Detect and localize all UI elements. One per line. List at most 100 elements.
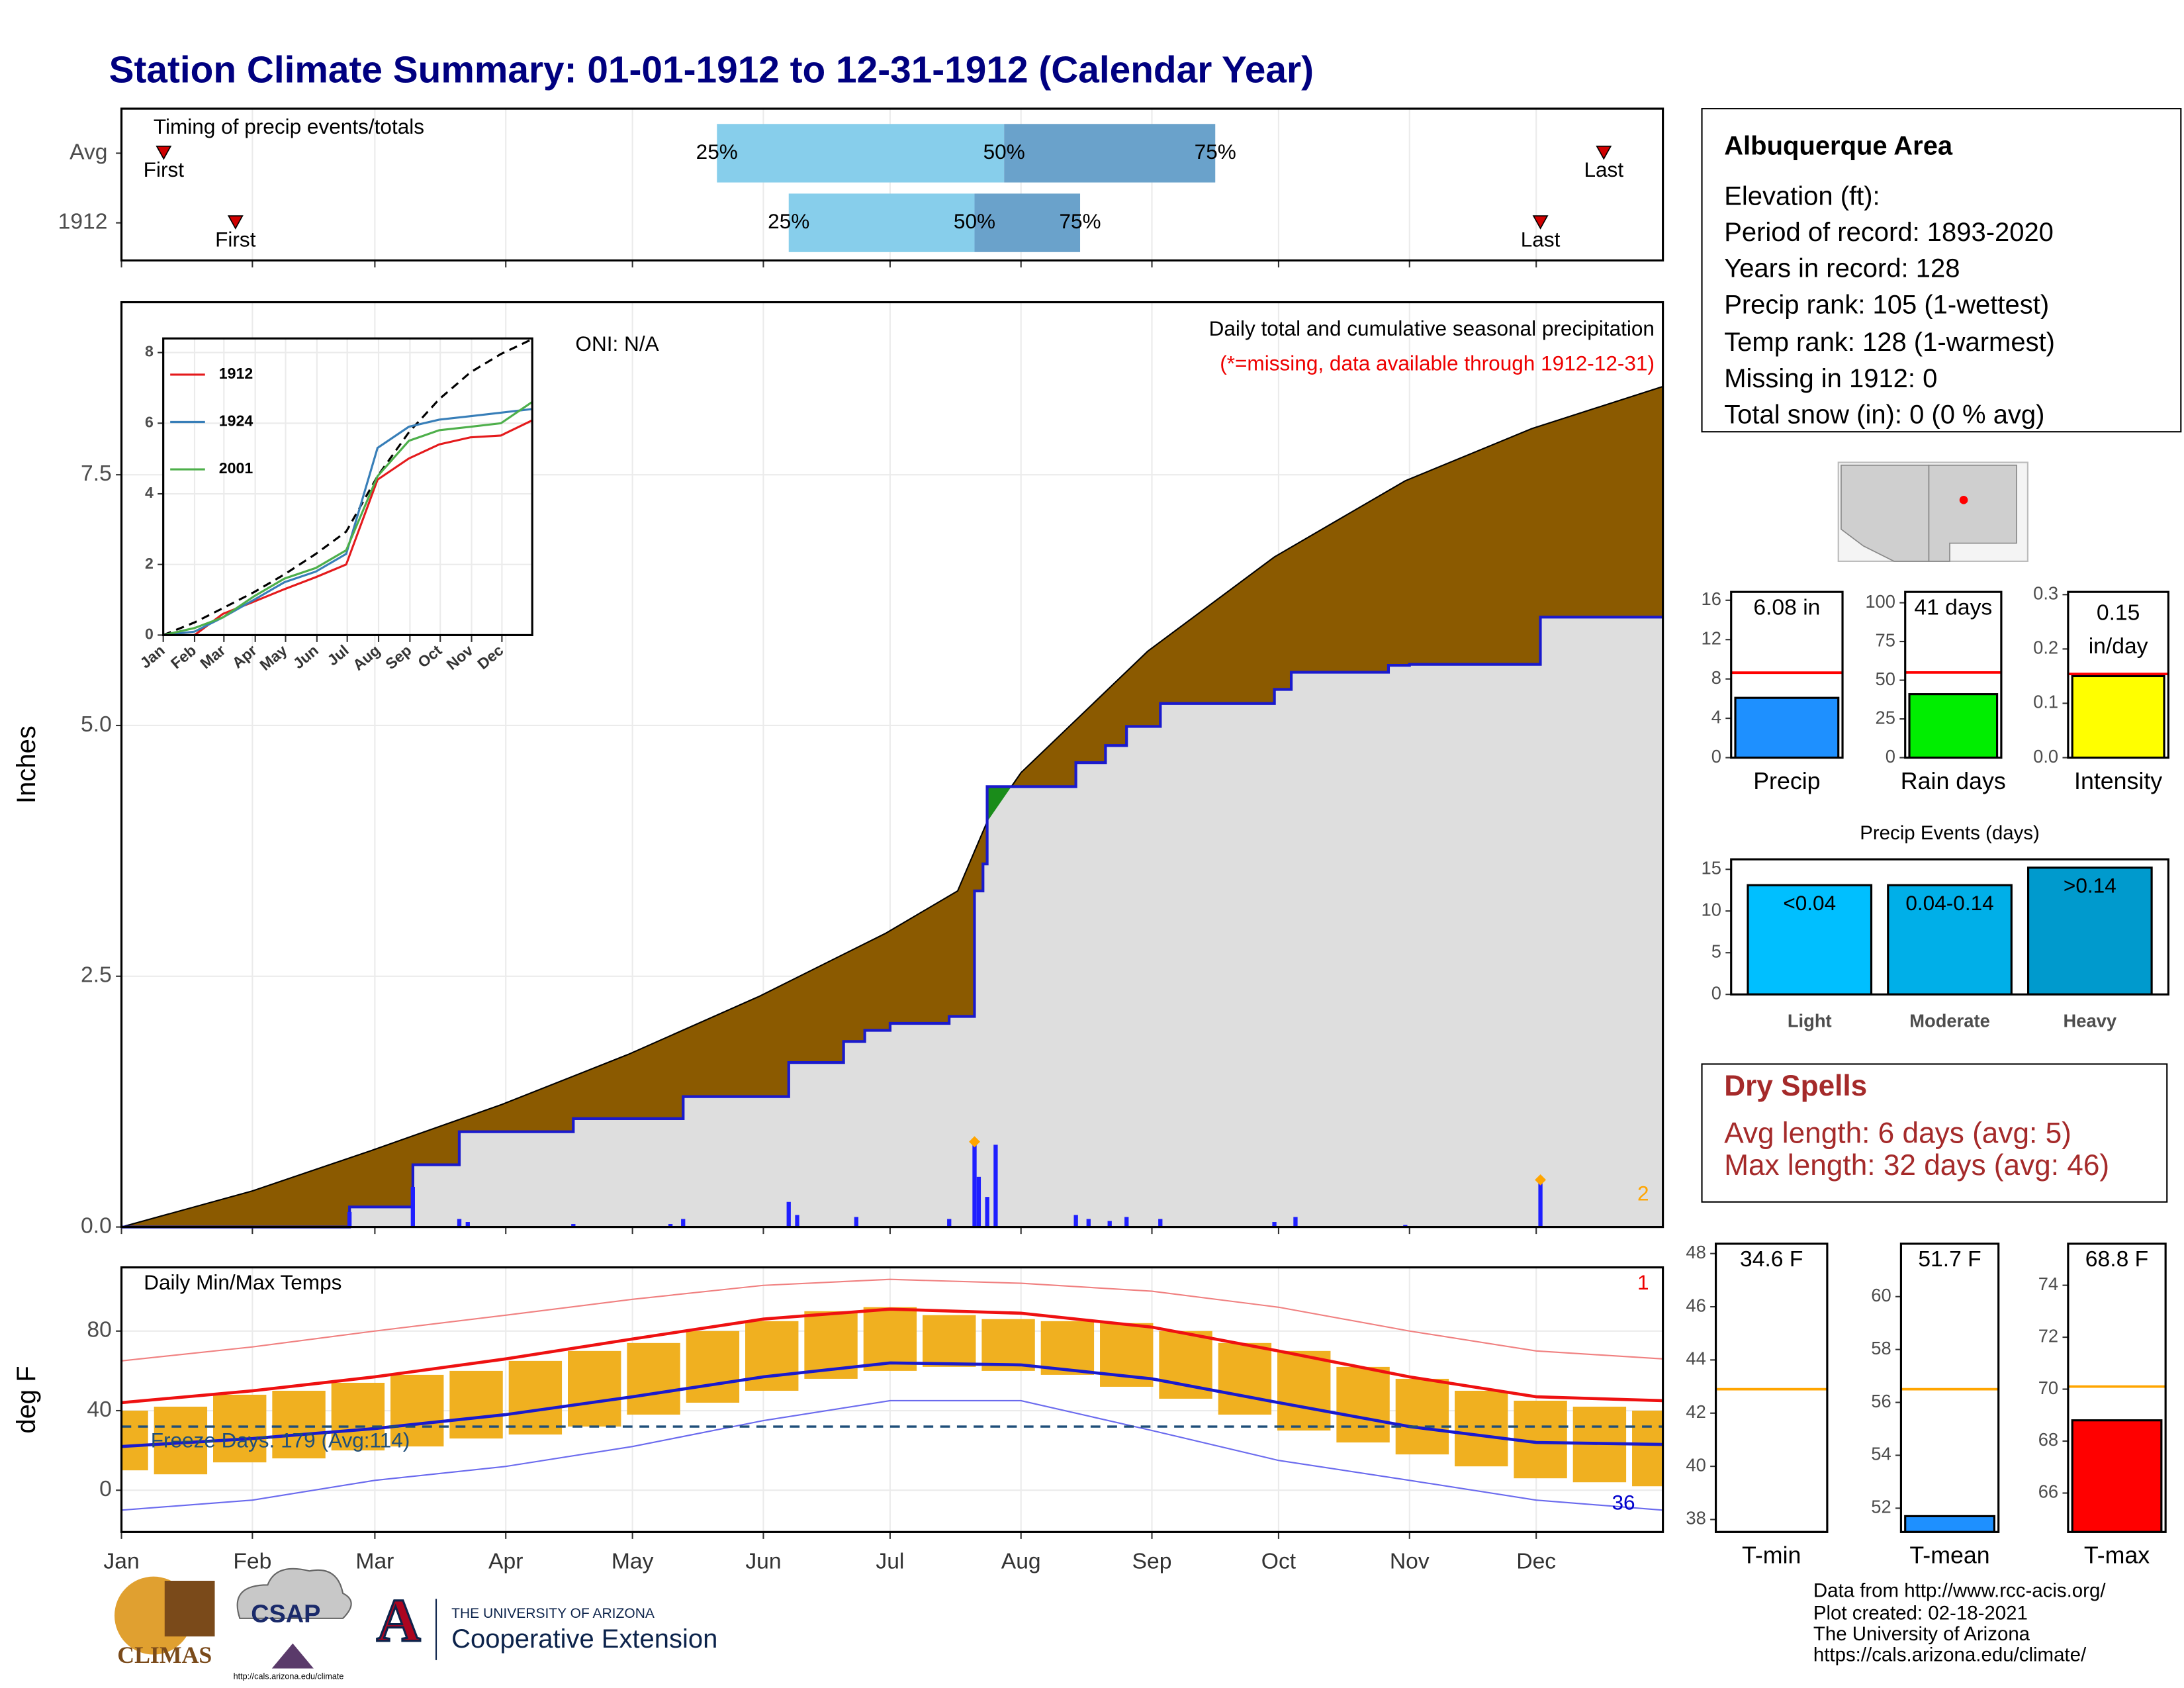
- daily-precip-bar: [410, 1186, 415, 1227]
- y-tick-label: 4: [145, 484, 154, 501]
- panel-border: [1904, 590, 2003, 759]
- quantile-label: 25%: [768, 209, 809, 233]
- y-axis-label: deg F: [12, 1366, 41, 1433]
- footer-line: The University of Arizona: [1813, 1623, 2030, 1645]
- legend-label: 1912: [219, 365, 253, 382]
- daily-precip-bar: [1272, 1222, 1277, 1227]
- event-marker: [1596, 146, 1612, 160]
- unit-label: in/day: [2089, 634, 2148, 659]
- quantile-label: 50%: [983, 140, 1025, 164]
- extension-text: Cooperative Extension: [451, 1624, 717, 1654]
- daily-temp-bar: [1455, 1390, 1508, 1467]
- daily-precip-bar: [465, 1222, 470, 1227]
- climas-emblem-block: [164, 1580, 215, 1637]
- csap-cloud: [236, 1568, 352, 1619]
- y-tick-label: 58: [1871, 1338, 1891, 1358]
- daily-temp-bar: [745, 1321, 799, 1391]
- daily-temp-bar: [390, 1374, 444, 1447]
- quantile-label: 75%: [1195, 140, 1236, 164]
- panel-title: Precip Events (days): [1860, 822, 2040, 844]
- y-tick-label: 4: [1711, 706, 1721, 727]
- y-tick-label: 5.0: [81, 712, 112, 737]
- quantile-bar: [788, 193, 975, 252]
- panel-border: [120, 1266, 1664, 1533]
- panel-border: [120, 107, 1664, 262]
- y-tick-label: 2: [145, 555, 154, 572]
- y-tick-label: 16: [1702, 588, 1721, 609]
- ua-logo: A: [377, 1587, 421, 1655]
- daily-temp-bar: [981, 1319, 1035, 1371]
- daily-precip-bar: [1124, 1217, 1129, 1227]
- info-line: Temp rank: 128 (1-warmest): [1724, 328, 2055, 357]
- y-tick-label: 80: [87, 1318, 111, 1342]
- y-tick-label: 48: [1686, 1242, 1706, 1262]
- quantile-bar: [717, 124, 1005, 183]
- bar: [2071, 675, 2165, 758]
- daily-temp-bar: [1632, 1411, 1663, 1487]
- y-tick-label: 2.5: [81, 963, 112, 988]
- x-tick-label: Oct: [1261, 1550, 1297, 1574]
- panel-title: Daily total and cumulative seasonal prec…: [1209, 316, 1655, 340]
- x-tick-label: Jul: [876, 1550, 904, 1574]
- panel-subtitle: (*=missing, data available through 1912-…: [1220, 352, 1655, 375]
- record-min-line: [121, 1399, 1663, 1511]
- y-tick-label: 15: [1702, 857, 1721, 878]
- y-tick-label: 40: [87, 1397, 111, 1422]
- category-label: T-mean: [1909, 1542, 1989, 1569]
- event-label: Last: [1584, 158, 1623, 181]
- category-label: T-max: [2084, 1542, 2150, 1569]
- daily-precip-bar: [972, 1145, 977, 1227]
- series-line: [163, 400, 533, 635]
- info-line: Missing in 1912: 0: [1724, 364, 1937, 393]
- y-tick-label: 56: [1871, 1391, 1891, 1411]
- daily-temp-bar: [1277, 1350, 1331, 1431]
- panel: [1715, 1243, 1827, 1532]
- daily-precip-bar: [1538, 1182, 1543, 1227]
- y-tick-label: 44: [1686, 1348, 1706, 1369]
- info-line: Total snow (in): 0 (0 % avg): [1724, 400, 2044, 430]
- y-tick-label: 50: [1876, 669, 1895, 689]
- event-marker: [156, 146, 172, 160]
- map-station: [1959, 496, 1968, 504]
- daily-precip-bar: [457, 1219, 462, 1227]
- bar: [1908, 693, 1999, 758]
- daily-precip-bar: [795, 1215, 799, 1227]
- category-label: Moderate: [1909, 1011, 1990, 1031]
- info-box: [1701, 108, 2182, 433]
- csap-logo-text: CSAP: [251, 1601, 320, 1628]
- y-tick-label: 0.3: [2033, 583, 2058, 604]
- dry-spells-title: Dry Spells: [1724, 1070, 1867, 1102]
- daily-precip-bar: [1107, 1221, 1112, 1227]
- category-label: Precip: [1753, 768, 1820, 794]
- y-tick-label: 72: [2038, 1325, 2058, 1346]
- daily-temp-bar: [1336, 1366, 1390, 1443]
- quantile-label: 25%: [696, 140, 738, 164]
- daily-temp-bar: [568, 1350, 621, 1427]
- panel-border: [1899, 1243, 2000, 1533]
- daily-temp-bar: [1218, 1342, 1272, 1415]
- quantile-label: 75%: [1059, 209, 1101, 233]
- footer-line: Data from http://www.rcc-acis.org/: [1813, 1580, 2106, 1602]
- panel-border: [1714, 1243, 1829, 1533]
- dry-spells-line: Avg length: 6 days (avg: 5): [1724, 1117, 2071, 1149]
- daily-temp-bar: [1040, 1321, 1095, 1375]
- daily-temp-bar: [272, 1390, 326, 1459]
- category-label: Heavy: [2064, 1011, 2117, 1031]
- y-tick-label: 74: [2038, 1274, 2058, 1294]
- daily-precip-bar: [347, 1211, 352, 1227]
- bar: [1904, 1515, 1995, 1532]
- bar: [2026, 867, 2153, 995]
- value-label: 51.7 F: [1918, 1247, 1981, 1272]
- daily-temp-bar: [627, 1342, 680, 1415]
- info-line: Elevation (ft):: [1724, 181, 1880, 211]
- page-title: Station Climate Summary: 01-01-1912 to 1…: [109, 49, 1314, 91]
- panel-border: [1730, 858, 2169, 996]
- logos: CLIMAS CSAP http://cals.arizona.edu/clim…: [114, 1568, 717, 1681]
- daily-precip-bar: [1086, 1219, 1091, 1227]
- bar: [1734, 696, 1840, 758]
- daily-temp-bar: [863, 1307, 917, 1371]
- y-tick-label: 0: [145, 626, 154, 643]
- daily-precip-bar: [1293, 1217, 1298, 1227]
